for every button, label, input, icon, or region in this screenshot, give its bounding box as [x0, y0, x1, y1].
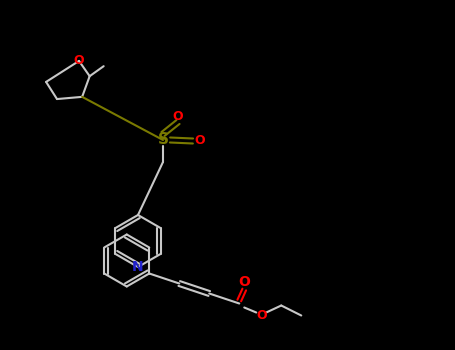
Text: O: O	[173, 110, 183, 122]
Text: O: O	[195, 134, 205, 147]
Text: O: O	[74, 55, 84, 68]
Text: S: S	[157, 133, 168, 147]
Text: O: O	[256, 309, 267, 322]
Text: O: O	[238, 274, 250, 288]
Text: N: N	[132, 260, 144, 274]
